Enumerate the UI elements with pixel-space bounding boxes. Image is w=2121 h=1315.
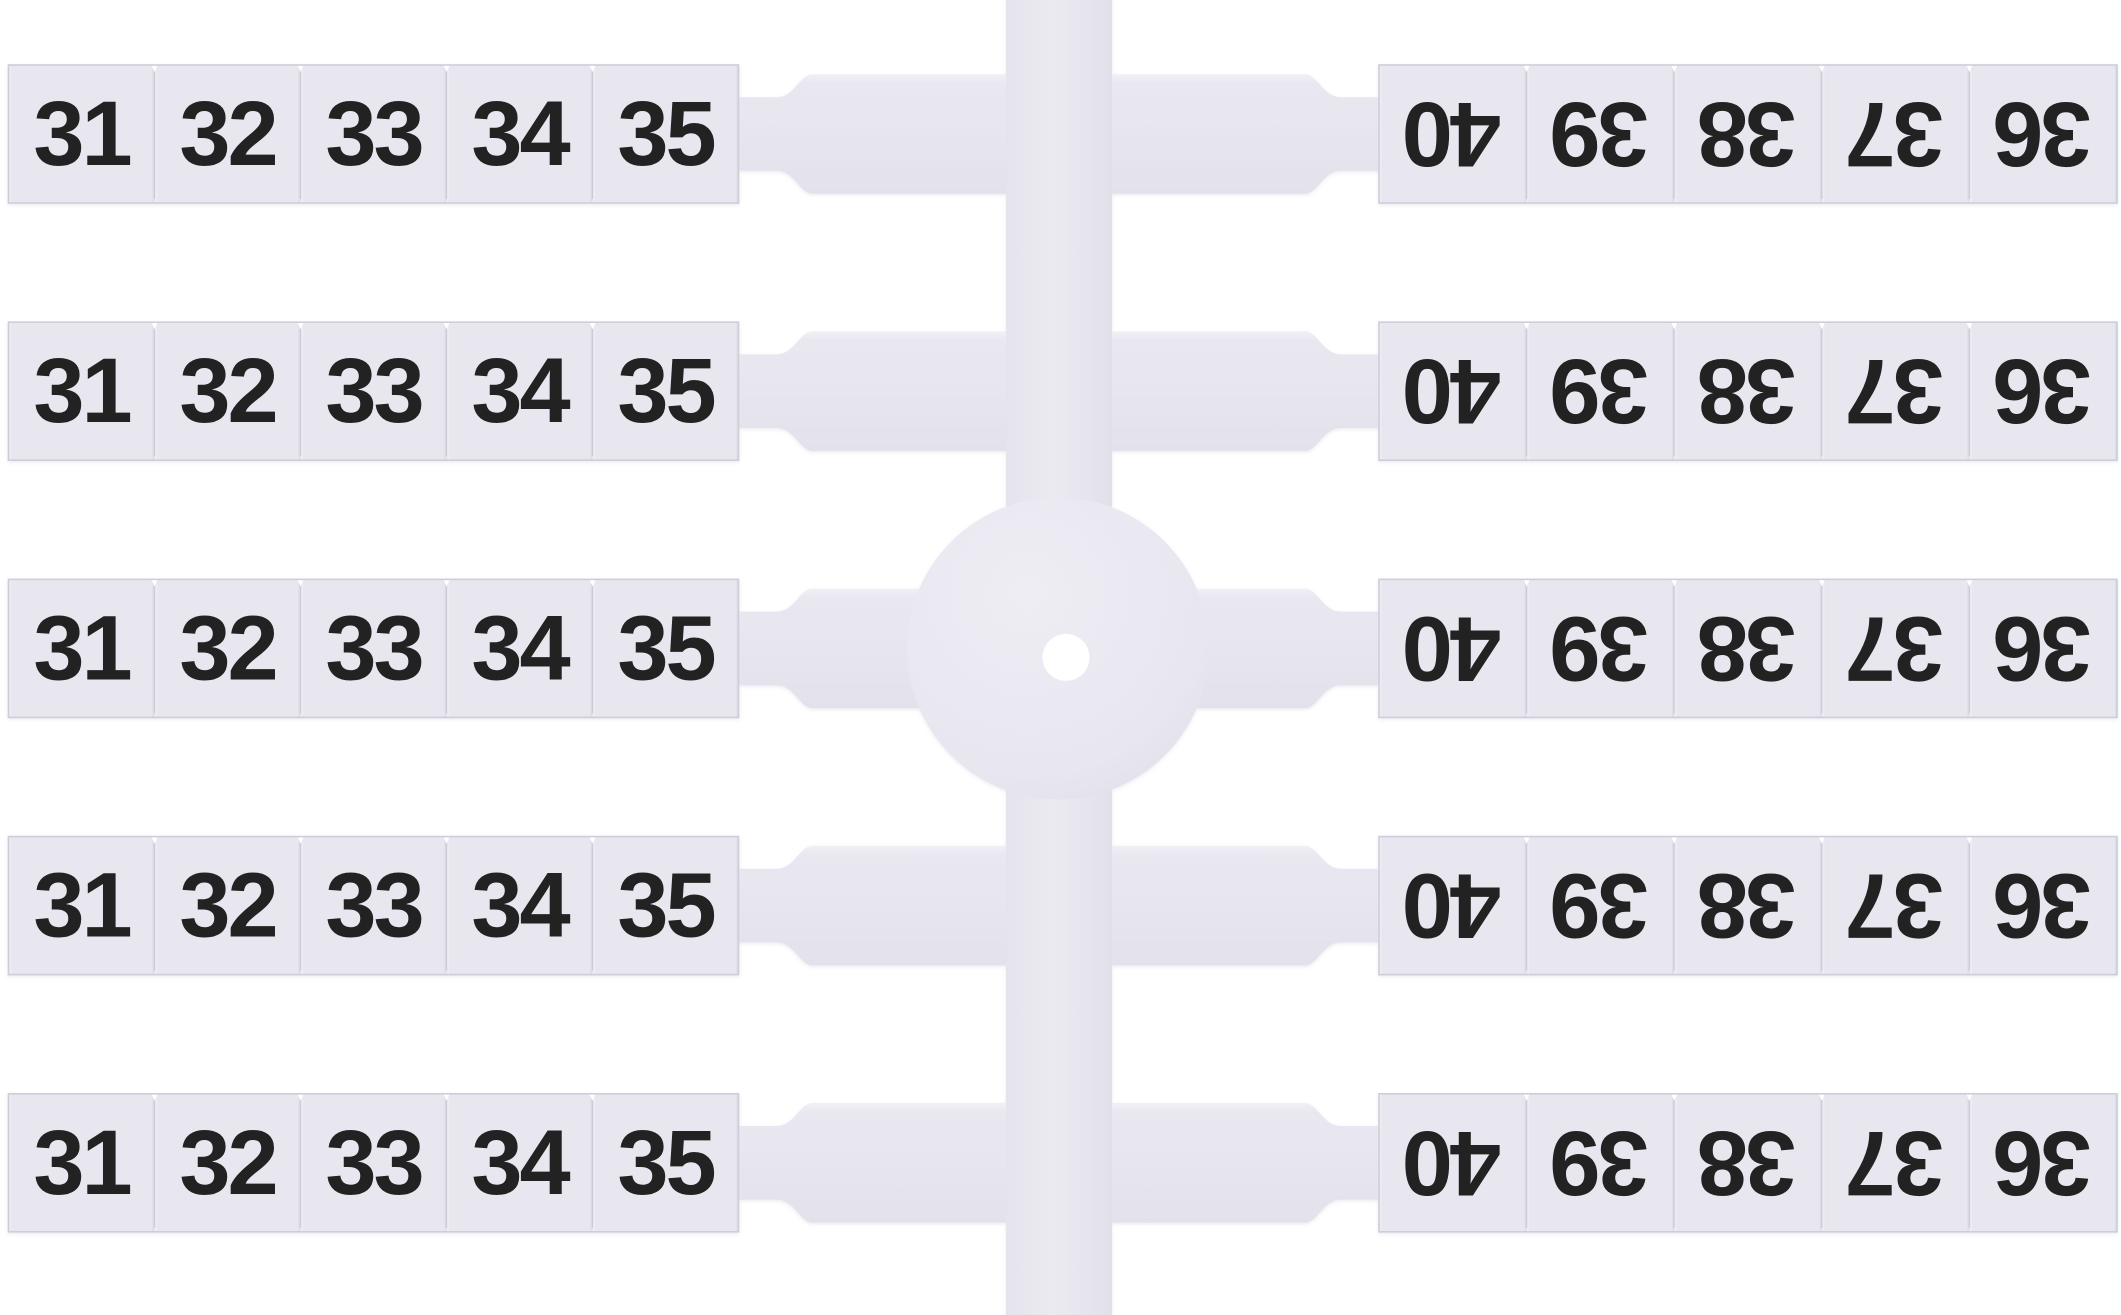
svg-text:39: 39 xyxy=(1552,83,1648,185)
svg-text:35: 35 xyxy=(617,855,714,957)
svg-text:38: 38 xyxy=(1699,1112,1796,1214)
svg-text:40: 40 xyxy=(1405,597,1501,699)
svg-text:33: 33 xyxy=(325,83,421,185)
svg-text:40: 40 xyxy=(1405,1112,1501,1214)
svg-text:39: 39 xyxy=(1552,340,1648,442)
svg-text:31: 31 xyxy=(33,340,130,442)
svg-text:34: 34 xyxy=(471,855,570,957)
svg-text:36: 36 xyxy=(1995,855,2091,957)
svg-text:36: 36 xyxy=(1995,340,2091,442)
svg-text:37: 37 xyxy=(1847,597,1943,699)
svg-text:39: 39 xyxy=(1552,597,1648,699)
svg-text:40: 40 xyxy=(1405,855,1501,957)
svg-text:32: 32 xyxy=(179,340,275,442)
svg-text:35: 35 xyxy=(617,597,714,699)
svg-text:32: 32 xyxy=(179,855,275,957)
svg-text:38: 38 xyxy=(1699,597,1796,699)
svg-text:38: 38 xyxy=(1699,855,1796,957)
svg-text:33: 33 xyxy=(325,340,421,442)
svg-text:37: 37 xyxy=(1847,340,1943,442)
svg-text:34: 34 xyxy=(471,597,570,699)
svg-text:33: 33 xyxy=(325,855,421,957)
svg-text:37: 37 xyxy=(1847,855,1943,957)
svg-text:33: 33 xyxy=(325,597,421,699)
svg-text:35: 35 xyxy=(617,340,714,442)
svg-text:36: 36 xyxy=(1995,83,2091,185)
svg-text:31: 31 xyxy=(33,1112,130,1214)
svg-text:37: 37 xyxy=(1847,83,1943,185)
svg-text:40: 40 xyxy=(1405,340,1501,442)
svg-text:34: 34 xyxy=(471,83,570,185)
svg-text:31: 31 xyxy=(33,855,130,957)
svg-text:39: 39 xyxy=(1552,855,1648,957)
svg-text:38: 38 xyxy=(1699,83,1796,185)
svg-text:33: 33 xyxy=(325,1112,421,1214)
svg-text:38: 38 xyxy=(1699,340,1796,442)
svg-text:32: 32 xyxy=(179,1112,275,1214)
svg-text:39: 39 xyxy=(1552,1112,1648,1214)
svg-text:35: 35 xyxy=(617,1112,714,1214)
svg-text:36: 36 xyxy=(1995,597,2091,699)
svg-text:31: 31 xyxy=(33,83,130,185)
svg-text:32: 32 xyxy=(179,597,275,699)
svg-text:36: 36 xyxy=(1995,1112,2091,1214)
svg-text:32: 32 xyxy=(179,83,275,185)
svg-text:31: 31 xyxy=(33,597,130,699)
svg-text:34: 34 xyxy=(471,1112,570,1214)
svg-text:40: 40 xyxy=(1405,83,1501,185)
svg-text:35: 35 xyxy=(617,83,714,185)
svg-text:37: 37 xyxy=(1847,1112,1943,1214)
svg-text:34: 34 xyxy=(471,340,570,442)
